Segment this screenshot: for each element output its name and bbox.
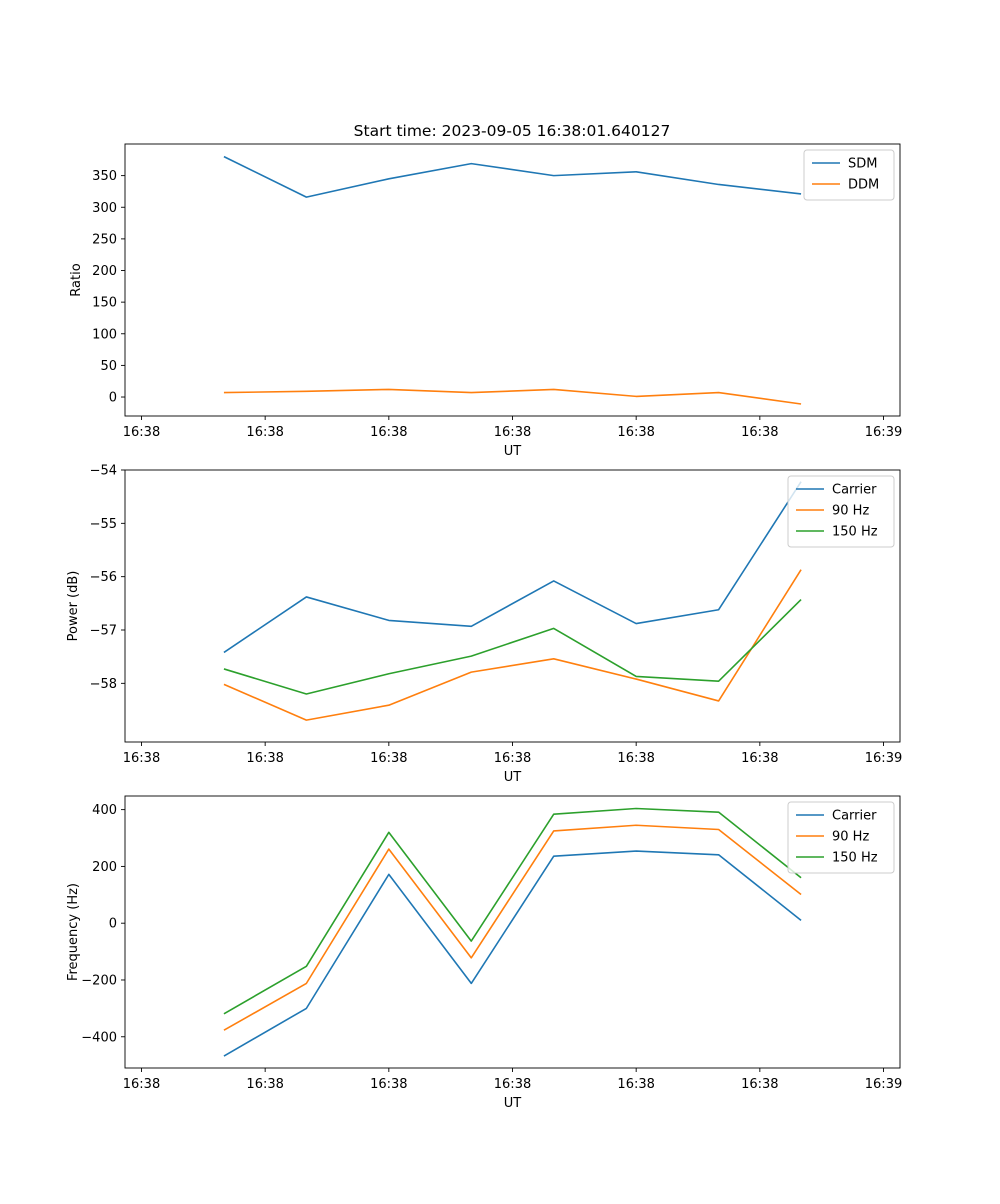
y-tick-label: −54 bbox=[90, 464, 117, 479]
y-tick-label: 300 bbox=[92, 201, 117, 216]
legend-label: 150 Hz bbox=[832, 851, 878, 866]
series-line-150-hz bbox=[223, 599, 802, 695]
x-tick-label: 16:38 bbox=[617, 1077, 654, 1092]
series-line-90-hz bbox=[223, 824, 802, 1031]
y-tick-label: −58 bbox=[90, 677, 117, 692]
x-tick-label: 16:38 bbox=[123, 1077, 160, 1092]
y-tick-label: 250 bbox=[92, 232, 117, 247]
x-tick-label: 16:38 bbox=[123, 425, 160, 440]
x-tick-label: 16:38 bbox=[246, 425, 283, 440]
y-axis-label: Ratio bbox=[69, 263, 84, 296]
series-line-carrier bbox=[223, 481, 802, 654]
x-axis-label: UT bbox=[504, 770, 522, 785]
y-tick-label: 0 bbox=[109, 391, 117, 406]
x-tick-label: 16:38 bbox=[494, 1077, 531, 1092]
subplot-1: 16:38 16:38 16:38 16:38 16:38 16:38 16:39 0 50 10… bbox=[69, 143, 902, 459]
legend-label: 90 Hz bbox=[832, 504, 869, 519]
x-tick-label: 16:38 bbox=[617, 425, 654, 440]
series-line-sdm bbox=[223, 155, 802, 198]
series-line-90-hz bbox=[223, 569, 802, 721]
y-tick-label: 200 bbox=[92, 860, 117, 875]
x-tick-label: 16:38 bbox=[494, 751, 531, 766]
y-axis-label: Power (dB) bbox=[66, 571, 81, 642]
y-tick-label: 400 bbox=[92, 803, 117, 818]
x-tick-label: 16:39 bbox=[865, 1077, 902, 1092]
y-tick-label: −400 bbox=[81, 1030, 117, 1045]
legend-label: Carrier bbox=[832, 483, 877, 498]
x-tick-label: 16:38 bbox=[494, 425, 531, 440]
x-tick-label: 16:39 bbox=[865, 425, 902, 440]
y-tick-label: −56 bbox=[90, 570, 117, 585]
y-tick-label: −200 bbox=[81, 973, 117, 988]
subplot-2: 16:38 16:38 16:38 16:38 16:38 16:38 16:39 −58 −5… bbox=[66, 464, 902, 786]
y-tick-label: 50 bbox=[100, 359, 117, 374]
y-tick-label: 0 bbox=[109, 917, 117, 932]
x-tick-label: 16:38 bbox=[741, 751, 778, 766]
x-tick-label: 16:38 bbox=[123, 751, 160, 766]
x-tick-label: 16:38 bbox=[246, 1077, 283, 1092]
x-tick-label: 16:38 bbox=[370, 751, 407, 766]
x-tick-label: 16:38 bbox=[617, 751, 654, 766]
legend-frame bbox=[787, 475, 895, 548]
y-tick-label: 150 bbox=[92, 296, 117, 311]
legend-label: DDM bbox=[848, 178, 879, 193]
y-axis-label: Frequency (Hz) bbox=[66, 883, 81, 981]
x-tick-label: 16:38 bbox=[370, 1077, 407, 1092]
x-tick-label: 16:39 bbox=[865, 751, 902, 766]
series-line-150-hz bbox=[223, 807, 802, 1015]
legend-label: Carrier bbox=[832, 809, 877, 824]
y-tick-label: 100 bbox=[92, 327, 117, 342]
y-tick-label: −57 bbox=[90, 624, 117, 639]
series-line-carrier bbox=[223, 850, 802, 1057]
x-tick-label: 16:38 bbox=[741, 425, 778, 440]
x-tick-label: 16:38 bbox=[741, 1077, 778, 1092]
axes-frame bbox=[124, 795, 901, 1069]
x-tick-label: 16:38 bbox=[246, 751, 283, 766]
legend: Carrier 90 Hz 150 Hz bbox=[787, 801, 895, 874]
series-line-ddm bbox=[223, 388, 802, 405]
y-tick-label: −55 bbox=[90, 517, 117, 532]
subplot-3: 16:38 16:38 16:38 16:38 16:38 16:38 16:39 −400 −… bbox=[66, 795, 902, 1111]
legend-label: 90 Hz bbox=[832, 830, 869, 845]
axes-frame bbox=[124, 143, 901, 417]
y-tick-label: 200 bbox=[92, 264, 117, 279]
legend-frame bbox=[787, 801, 895, 874]
legend-label: SDM bbox=[848, 157, 877, 172]
x-axis-label: UT bbox=[504, 444, 522, 459]
axes-frame bbox=[124, 469, 901, 743]
chart-title: Start time: 2023-09-05 16:38:01.640127 bbox=[354, 122, 671, 140]
legend: SDM DDM bbox=[803, 149, 895, 201]
x-tick-label: 16:38 bbox=[370, 425, 407, 440]
legend-label: 150 Hz bbox=[832, 525, 878, 540]
x-axis-label: UT bbox=[504, 1096, 522, 1111]
y-tick-label: 350 bbox=[92, 169, 117, 184]
legend: Carrier 90 Hz 150 Hz bbox=[787, 475, 895, 548]
